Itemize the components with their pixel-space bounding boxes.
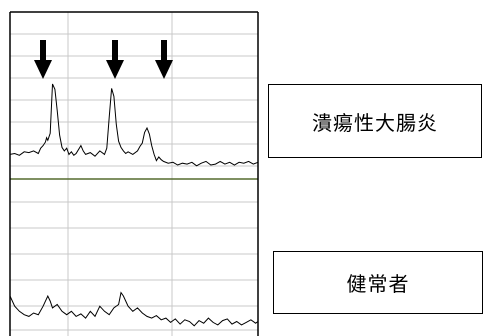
chart-plot <box>9 11 259 336</box>
healthy-label: 健常者 <box>346 272 410 296</box>
down-arrow-icon <box>106 40 124 79</box>
uc-label-box: 潰瘍性大腸炎 <box>268 84 482 158</box>
down-arrow-icon <box>34 40 52 79</box>
healthy-label-box: 健常者 <box>273 251 483 314</box>
uc-label: 潰瘍性大腸炎 <box>312 110 438 135</box>
peak-arrows <box>34 40 173 79</box>
plot-grid <box>10 12 258 336</box>
healthy-trace-line <box>9 291 259 327</box>
plot-background <box>10 12 258 336</box>
down-arrow-icon <box>155 40 173 79</box>
uc-trace-line <box>9 83 259 167</box>
